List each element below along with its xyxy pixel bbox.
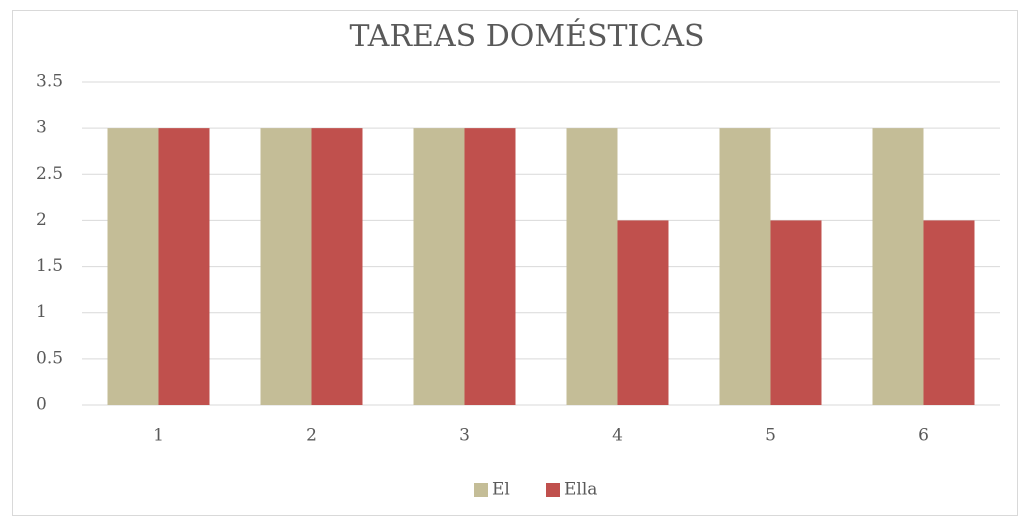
x-tick-label: 6: [918, 426, 929, 446]
y-tick-label: 1: [36, 302, 47, 322]
bar: [260, 128, 312, 405]
y-tick-label: 1.5: [36, 256, 63, 276]
legend-swatch: [474, 483, 488, 497]
legend-swatch: [546, 483, 560, 497]
legend-label: Ella: [564, 480, 597, 500]
y-tick-label: 0.5: [36, 348, 63, 368]
x-tick-label: 5: [765, 426, 776, 446]
x-tick-label: 1: [153, 426, 164, 446]
x-tick-label: 3: [459, 426, 470, 446]
y-tick-label: 0: [36, 395, 47, 415]
y-tick-label: 3.5: [36, 72, 63, 92]
x-tick-label: 2: [306, 426, 317, 446]
bar: [311, 128, 363, 405]
bar: [770, 220, 822, 405]
bar: [617, 220, 669, 405]
y-tick-label: 3: [36, 118, 47, 138]
bar: [107, 128, 159, 405]
chart-title: TAREAS DOMÉSTICAS: [349, 18, 704, 54]
x-tick-label: 4: [612, 426, 623, 446]
bar: [566, 128, 618, 405]
y-tick-label: 2: [36, 210, 47, 230]
bar: [923, 220, 975, 405]
bar: [464, 128, 516, 405]
legend-label: El: [492, 480, 510, 500]
bar: [413, 128, 465, 405]
y-tick-label: 2.5: [36, 164, 63, 184]
bar: [872, 128, 924, 405]
bar: [158, 128, 210, 405]
bar: [719, 128, 771, 405]
